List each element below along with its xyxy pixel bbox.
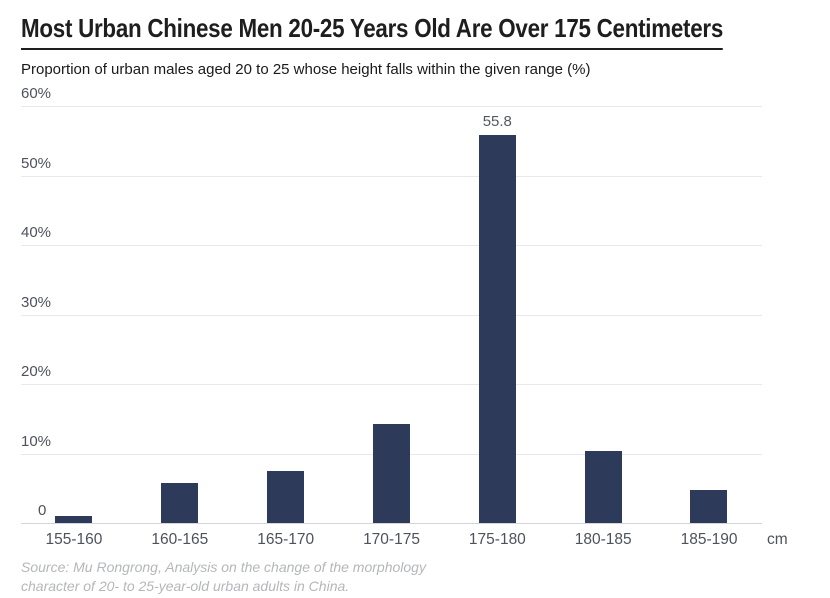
page-title: Most Urban Chinese Men 20-25 Years Old A… (21, 14, 723, 50)
y-tick-label-50: 50% (21, 154, 52, 172)
y-gridline-60 (21, 106, 762, 108)
bar-chart-plot-area: 0 10% 20% 30% 40% 50% 60% 55.8 (21, 86, 762, 525)
x-axis-unit-label: cm (767, 531, 788, 549)
y-tick-label-60: 60% (21, 85, 52, 103)
bar-175-180: 55.8 (478, 113, 516, 524)
bar-165-170 (267, 470, 305, 524)
y-tick-label-0: 0 (38, 502, 47, 520)
bar-170-175 (372, 424, 410, 524)
y-gridline-30 (21, 314, 762, 316)
chart-subtitle: Proportion of urban males aged 20 to 25 … (21, 60, 591, 78)
x-tick-label-175-180: 175-180 (468, 531, 526, 549)
bar-value-label-175-180: 55.8 (482, 113, 512, 131)
y-tick-label-10: 10% (21, 432, 52, 450)
x-tick-label-160-165: 160-165 (151, 531, 209, 549)
y-tick-label-30: 30% (21, 293, 52, 311)
y-tick-label-20: 20% (21, 363, 52, 381)
x-tick-label-165-170: 165-170 (257, 531, 315, 549)
x-tick-label-155-160: 155-160 (45, 531, 103, 549)
x-tick-label-180-185: 180-185 (574, 531, 632, 549)
y-gridline-50 (21, 175, 762, 177)
y-gridline-20 (21, 384, 762, 386)
bar-180-185 (584, 450, 622, 524)
y-tick-label-40: 40% (21, 224, 52, 242)
x-axis-line (21, 523, 762, 525)
x-axis-labels: 155-160 160-165 165-170 170-175 175-180 180-1… (21, 531, 787, 550)
bars-container: 55.8 (21, 106, 762, 524)
source-note: Source: Mu Rongrong, Analysis on the cha… (21, 558, 426, 594)
bar-160-165 (161, 482, 199, 524)
x-tick-label-185-190: 185-190 (680, 531, 738, 549)
bar-185-190 (690, 490, 728, 524)
y-gridline-40 (21, 245, 762, 247)
bar-155-160 (55, 516, 93, 524)
x-tick-label-170-175: 170-175 (363, 531, 420, 549)
